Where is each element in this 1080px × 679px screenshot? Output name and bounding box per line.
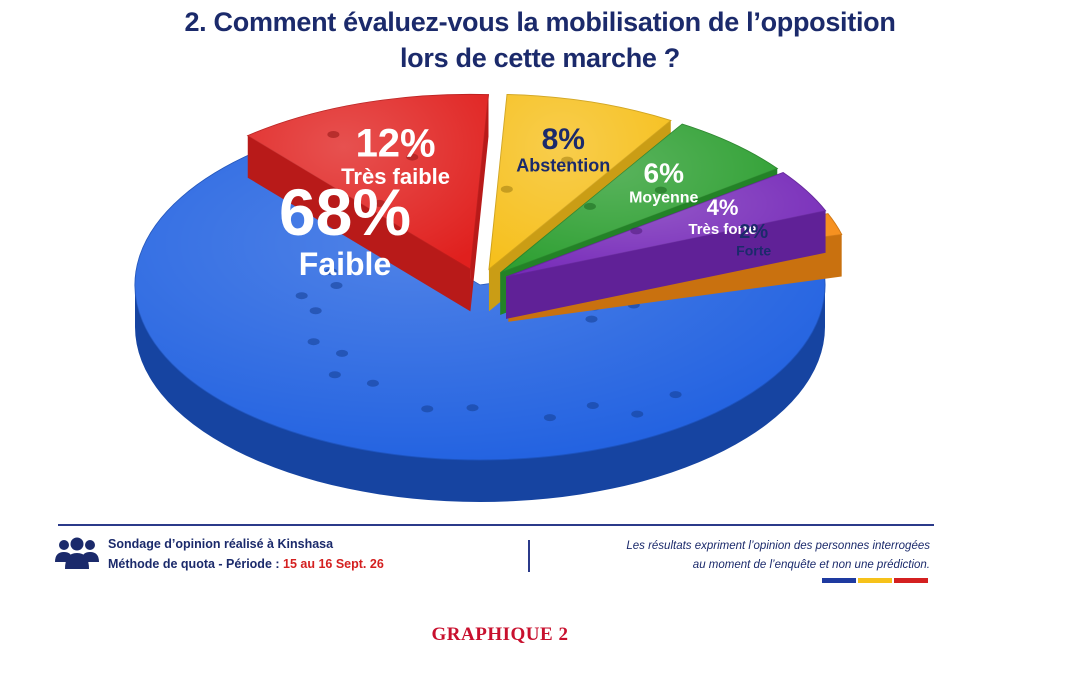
data-label-abstention-percent: 8% — [542, 123, 585, 156]
flag-stripe-red — [894, 578, 928, 583]
data-label-moyenne: Moyenne — [629, 190, 698, 207]
data-label-faible: Faible — [299, 246, 391, 282]
footer-separator — [528, 540, 530, 572]
data-label-forte: Forte — [736, 242, 771, 258]
data-label-tr-s-faible-percent: 12% — [356, 122, 436, 166]
chart-title-line-1: 2. Comment évaluez-vous la mobilisation … — [184, 7, 896, 37]
data-label-moyenne-percent: 6% — [644, 158, 685, 189]
flag-stripe-yellow — [858, 578, 892, 583]
survey-info: Sondage d’opinion réalisé à Kinshasa Mét… — [108, 534, 384, 574]
survey-location: Sondage d’opinion réalisé à Kinshasa — [108, 537, 334, 551]
chart-title-line-2: lors de cette marche ? — [399, 43, 680, 73]
disclaimer-line-1: Les résultats expriment l’opinion des pe… — [626, 540, 930, 552]
pie-slice-tr-s-forte — [505, 172, 827, 319]
figure-caption: GRAPHIQUE 2 — [431, 624, 569, 645]
data-label-tr-s-forte-percent: 4% — [707, 195, 739, 220]
survey-method: Méthode de quota - Période : 15 au 16 Se… — [108, 554, 384, 574]
data-label-tr-s-faible: Très faible — [341, 164, 450, 189]
footer-divider — [58, 524, 934, 526]
survey-period: 15 au 16 Sept. 26 — [283, 557, 384, 571]
data-label-abstention: Abstention — [516, 156, 610, 176]
pie-slice-faible — [134, 150, 826, 502]
data-label-tr-s-forte: Très forte — [688, 221, 756, 238]
flag-stripe-blue — [822, 578, 856, 583]
people-icon — [55, 537, 99, 569]
chart-title: 2. Comment évaluez-vous la mobilisation … — [0, 4, 1080, 76]
survey-method-label: Méthode de quota - Période : — [108, 557, 284, 571]
data-label-faible-percent: 68% — [279, 175, 411, 249]
disclaimer: Les résultats expriment l’opinion des pe… — [510, 537, 930, 575]
pie-slice-tr-s-faible — [246, 93, 490, 312]
data-label-forte-percent: 2% — [739, 221, 768, 243]
disclaimer-line-2: au moment de l’enquête et non une prédic… — [692, 559, 930, 571]
